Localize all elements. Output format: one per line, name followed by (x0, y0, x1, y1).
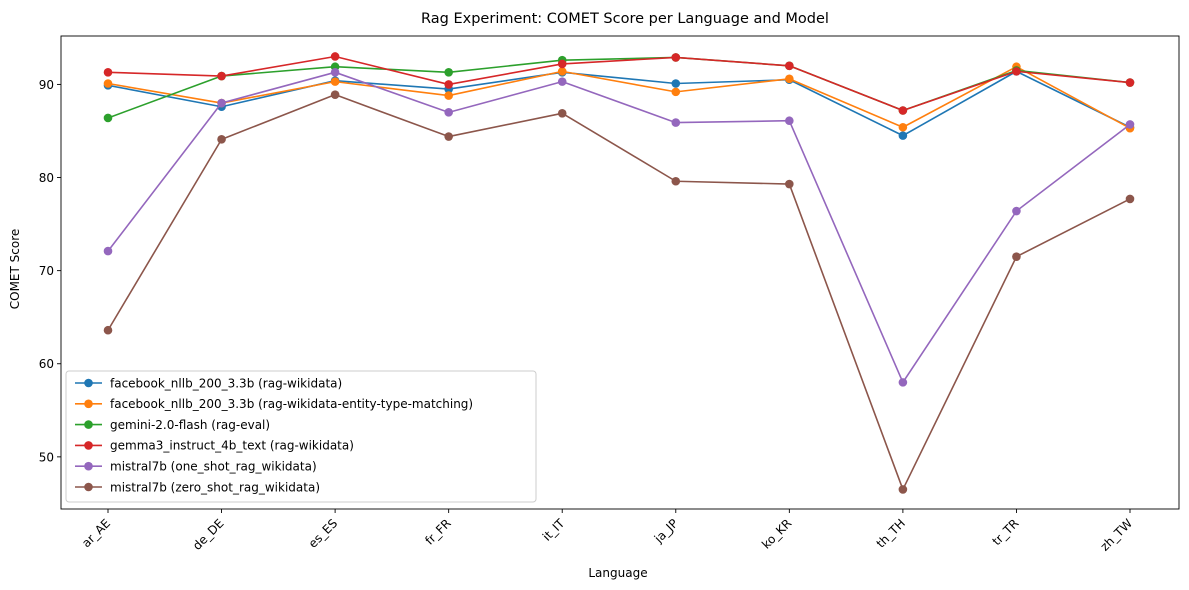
series-3 (103, 53, 1135, 123)
data-point (444, 91, 453, 100)
series-5 (103, 68, 1135, 387)
data-point (557, 77, 567, 86)
data-point (1012, 67, 1021, 76)
y-tick-label: 70 (39, 264, 54, 278)
data-point (103, 68, 113, 77)
data-point (444, 80, 453, 89)
data-point (1012, 252, 1021, 261)
data-point (1125, 194, 1135, 204)
data-point (444, 108, 453, 117)
x-tick-label: tr_TR (990, 516, 1022, 548)
x-tick-label: th_TH (874, 516, 908, 550)
series-4 (103, 52, 1135, 115)
y-axis-label: COMET Score (8, 229, 22, 310)
data-point (671, 87, 681, 97)
data-point (217, 135, 226, 144)
series-line (107, 71, 1131, 384)
x-tick-label: ko_KR (759, 516, 794, 551)
legend-marker (84, 482, 93, 492)
data-point (785, 179, 794, 189)
legend-entry: facebook_nllb_200_3.3b (rag-wikidata) (75, 376, 342, 390)
legend-box (65, 370, 537, 503)
data-point (103, 246, 113, 256)
data-point (898, 122, 908, 132)
data-point (330, 77, 340, 86)
legend-marker (84, 420, 93, 429)
y-tick-label: 80 (39, 171, 54, 185)
data-point (330, 52, 340, 61)
legend-entry: gemma3_instruct_4b_text (rag-wikidata) (75, 439, 354, 453)
chart-title: Rag Experiment: COMET Score per Language… (421, 11, 829, 27)
data-point (898, 378, 908, 387)
data-point (217, 98, 226, 108)
data-point (557, 108, 567, 118)
data-point (217, 71, 226, 81)
data-point (103, 325, 113, 335)
y-tick-label: 50 (39, 450, 54, 464)
data-point (1125, 120, 1135, 129)
data-point (785, 74, 794, 84)
data-point (671, 118, 681, 127)
legend-label: gemma3_instruct_4b_text (rag-wikidata) (110, 439, 354, 453)
series-1 (103, 67, 1135, 140)
data-point (557, 67, 567, 76)
x-axis-label: Language (588, 566, 647, 580)
y-tick-label: 90 (39, 78, 54, 92)
series-line (107, 93, 1131, 491)
legend-marker (84, 378, 93, 388)
x-tick-label: ar_AE (79, 516, 113, 550)
data-point (785, 61, 794, 71)
data-point (103, 113, 113, 123)
series-line (107, 65, 1131, 129)
data-point (103, 79, 113, 88)
x-tick-label: de_DE (190, 516, 227, 553)
legend-marker (84, 399, 93, 409)
data-point (444, 68, 453, 77)
data-point (898, 485, 908, 494)
data-point (444, 132, 453, 141)
axes-frame (60, 35, 1180, 510)
legend-label: gemini-2.0-flash (rag-eval) (110, 418, 270, 432)
legend-marker (84, 441, 93, 450)
data-point (557, 59, 567, 69)
legend: facebook_nllb_200_3.3b (rag-wikidata) fac… (65, 370, 537, 503)
legend-label: facebook_nllb_200_3.3b (rag-wikidata) (110, 376, 342, 390)
x-tick-label: es_ES (306, 516, 341, 551)
legend-label: mistral7b (one_shot_rag_wikidata) (110, 460, 317, 474)
series-line (107, 55, 1131, 112)
data-point (898, 106, 908, 115)
x-tick-label: it_IT (540, 516, 568, 544)
data-point (671, 176, 681, 186)
data-point (1012, 206, 1021, 216)
x-tick-label: ja_JP (651, 516, 681, 546)
legend-label: mistral7b (zero_shot_rag_wikidata) (110, 480, 320, 494)
data-point (671, 79, 681, 88)
legend-entry: mistral7b (one_shot_rag_wikidata) (75, 460, 317, 474)
data-point (330, 90, 340, 99)
y-tick-label: 60 (39, 357, 54, 371)
legend-entry: facebook_nllb_200_3.3b (rag-wikidata-ent… (75, 397, 473, 411)
data-point (785, 116, 794, 126)
legend-entry: gemini-2.0-flash (rag-eval) (75, 418, 270, 432)
data-point (671, 53, 681, 62)
legend-label: facebook_nllb_200_3.3b (rag-wikidata-ent… (110, 397, 473, 411)
series-6 (103, 90, 1135, 494)
series-line (107, 70, 1131, 137)
x-tick-label: fr_FR (422, 516, 453, 547)
legend-marker (84, 461, 93, 471)
data-point (898, 131, 908, 140)
legend-entry: mistral7b (zero_shot_rag_wikidata) (75, 480, 320, 494)
data-point (330, 68, 340, 77)
x-tick-label: zh_TW (1098, 516, 1136, 554)
data-point (1125, 78, 1135, 87)
